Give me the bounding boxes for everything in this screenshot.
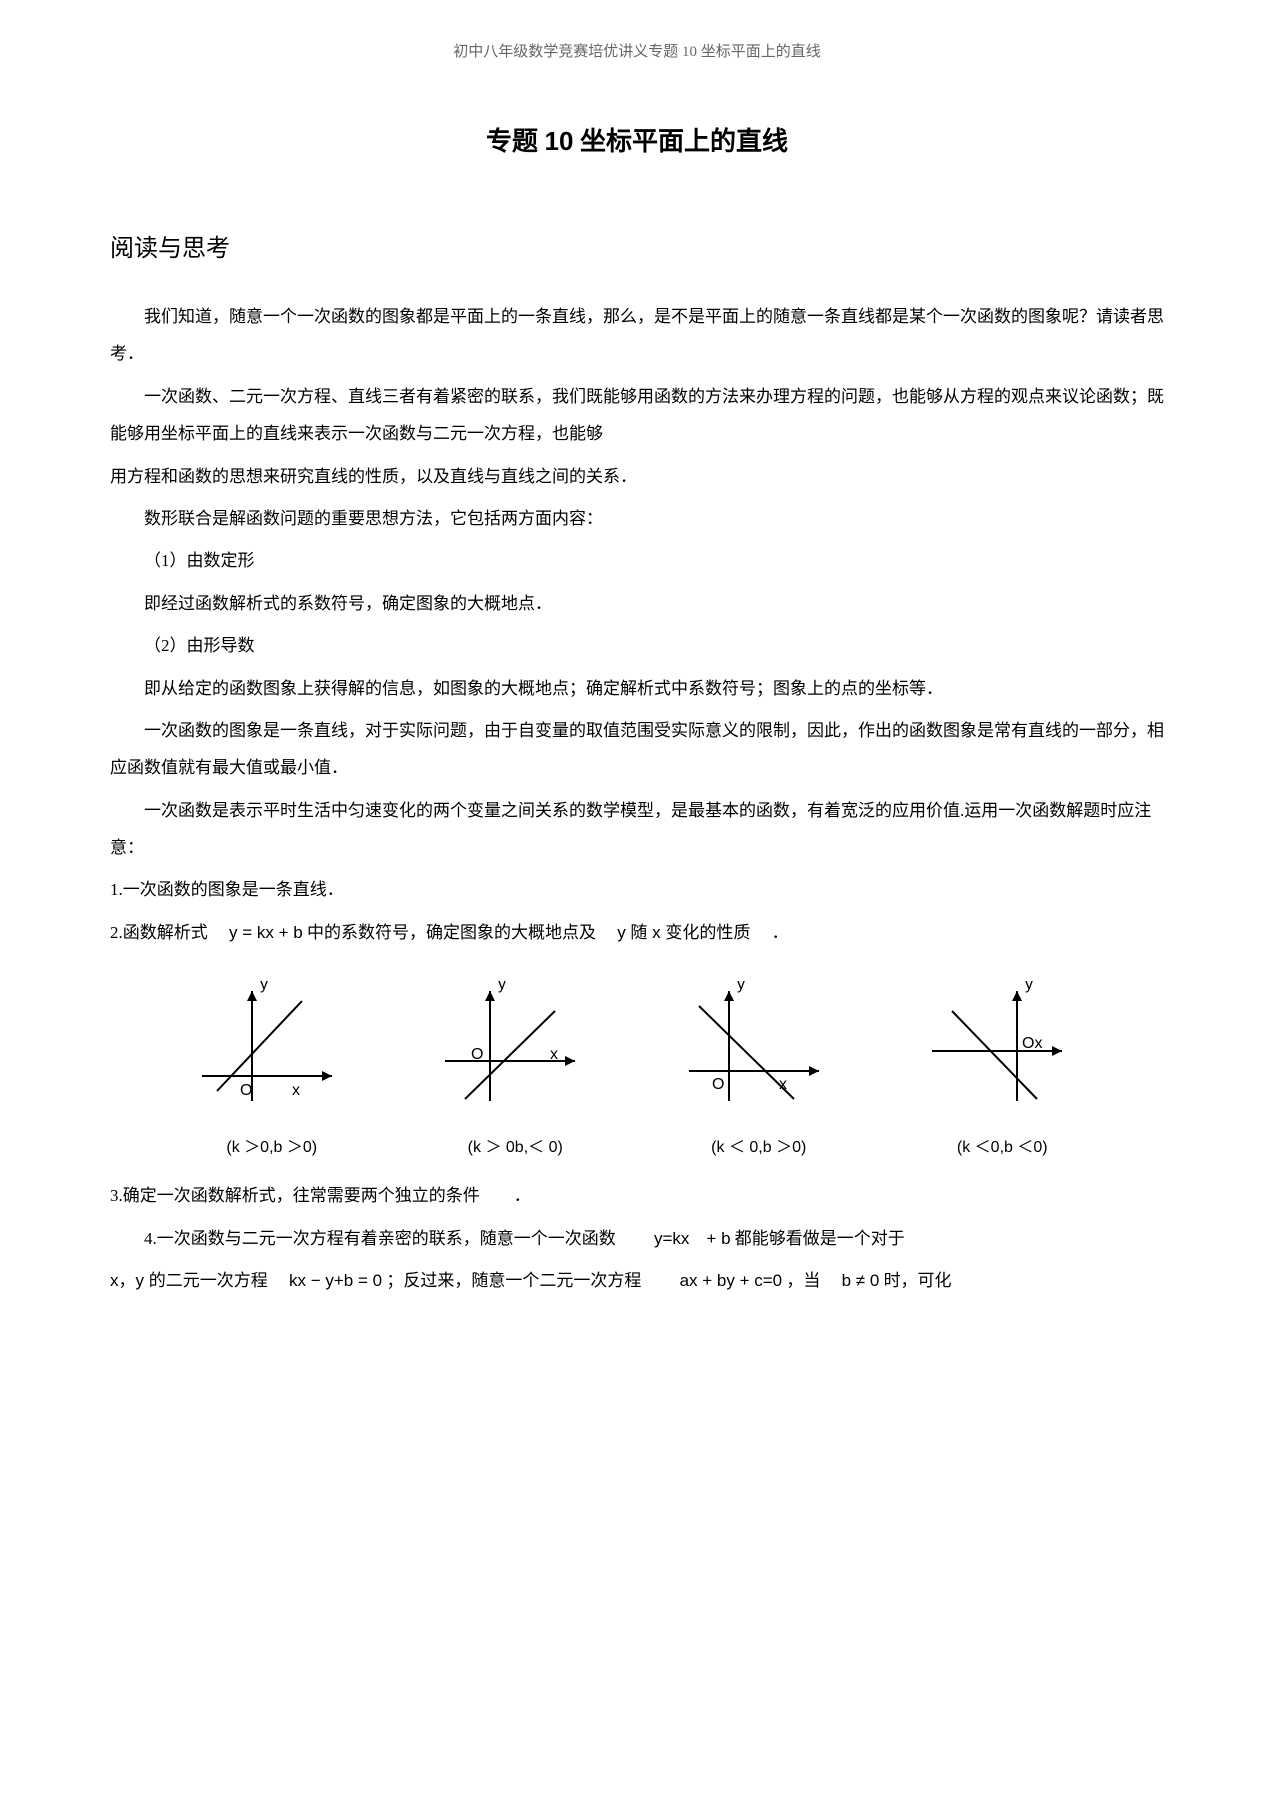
graphs-row: y O x (k ＞0,b ＞0) y O x (k ＞ 0b,＜ 0) y O: [110, 981, 1164, 1157]
l4-j: 时，可化: [884, 1271, 952, 1290]
paragraph-2b: 用方程和函数的思想来研究直线的性质，以及直线与直线之间的关系．: [110, 458, 1164, 495]
list-item-1: 1.一次函数的图象是一条直线．: [110, 871, 1164, 908]
l4-i: b ≠ 0: [842, 1271, 880, 1290]
graph-3: y O x (k ＜ 0,b ＞0): [649, 981, 869, 1157]
title-prefix: 专题: [486, 127, 538, 156]
paragraph-4: （1）由数定形: [110, 542, 1164, 579]
list-item-4-line1: 4.一次函数与二元一次方程有着亲密的联系，随意一个一次函数 y=kx + b 都…: [110, 1220, 1164, 1257]
paragraph-7: 即从给定的函数图象上获得解的信息，如图象的大概地点；确定解析式中系数符号；图象上…: [110, 670, 1164, 707]
svg-text:x: x: [779, 1076, 787, 1093]
l2-text-c: 中的系数符号，确定图象的大概地点及: [307, 923, 613, 942]
list-item-2: 2.函数解析式 y = kx + b 中的系数符号，确定图象的大概地点及 y 随…: [110, 914, 1164, 951]
paragraph-6: （2）由形导数: [110, 627, 1164, 664]
paragraph-9: 一次函数是表示平时生活中匀速变化的两个变量之间关系的数学模型，是最基本的函数，有…: [110, 792, 1164, 867]
l2-text-e: ．: [755, 923, 789, 942]
l2-formula: y = kx + b: [229, 923, 303, 942]
graph-1: y O x (k ＞0,b ＞0): [162, 981, 382, 1157]
title-number: 10: [545, 126, 574, 156]
l4-d: x，y 的二元一次方程: [110, 1271, 285, 1290]
graph-4-caption: (k ＜0,b ＜0): [957, 1133, 1048, 1157]
l4-g: ax + by + c=0: [680, 1271, 783, 1290]
main-title: 专题 10 坐标平面上的直线: [110, 121, 1164, 158]
svg-text:O: O: [712, 1076, 724, 1093]
graph-2: y O x (k ＞ 0b,＜ 0): [405, 981, 625, 1157]
graph-1-caption: (k ＞0,b ＞0): [226, 1133, 317, 1157]
page-header: 初中八年级数学竞赛培优讲义专题 10 坐标平面上的直线: [110, 40, 1164, 61]
l4-c: 都能够看做是一个对于: [735, 1229, 905, 1248]
l2-text-a: 2.函数解析式: [110, 923, 225, 942]
l4-e: kx − y+b = 0: [289, 1271, 382, 1290]
graph-3-caption: (k ＜ 0,b ＞0): [711, 1133, 806, 1157]
svg-text:x: x: [550, 1046, 558, 1063]
l4-f: ；反过来，随意一个二元一次方程: [386, 1271, 675, 1290]
paragraph-3: 数形联合是解函数问题的重要思想方法，它包括两方面内容：: [110, 500, 1164, 537]
svg-text:O: O: [240, 1082, 252, 1099]
l4-b: y=kx + b: [654, 1229, 731, 1248]
graph-4: y Ox (k ＜0,b ＜0): [892, 981, 1112, 1157]
svg-text:y: y: [1025, 981, 1033, 993]
svg-text:Ox: Ox: [1022, 1035, 1042, 1052]
list-item-4-line2: x，y 的二元一次方程 kx − y+b = 0 ；反过来，随意一个二元一次方程…: [110, 1262, 1164, 1299]
l4-a: 4.一次函数与二元一次方程有着亲密的联系，随意一个一次函数: [144, 1229, 650, 1248]
section-heading: 阅读与思考: [110, 228, 1164, 263]
list-item-3: 3.确定一次函数解析式，往常需要两个独立的条件 ．: [110, 1177, 1164, 1214]
svg-text:x: x: [292, 1082, 300, 1099]
graph-2-caption: (k ＞ 0b,＜ 0): [468, 1133, 563, 1157]
svg-text:y: y: [737, 981, 745, 993]
l2-text-d: y 随 x 变化的性质: [617, 923, 750, 942]
paragraph-2a: 一次函数、二元一次方程、直线三者有着紧密的联系，我们既能够用函数的方法来办理方程…: [110, 378, 1164, 453]
svg-text:y: y: [260, 981, 268, 993]
paragraph-1: 我们知道，随意一个一次函数的图象都是平面上的一条直线，那么，是不是平面上的随意一…: [110, 298, 1164, 373]
l4-h: ，当: [786, 1271, 837, 1290]
svg-text:y: y: [498, 981, 506, 993]
svg-text:O: O: [471, 1046, 483, 1063]
title-suffix: 坐标平面上的直线: [580, 127, 788, 156]
paragraph-5: 即经过函数解析式的系数符号，确定图象的大概地点．: [110, 585, 1164, 622]
paragraph-8: 一次函数的图象是一条直线，对于实际问题，由于自变量的取值范围受实际意义的限制，因…: [110, 712, 1164, 787]
